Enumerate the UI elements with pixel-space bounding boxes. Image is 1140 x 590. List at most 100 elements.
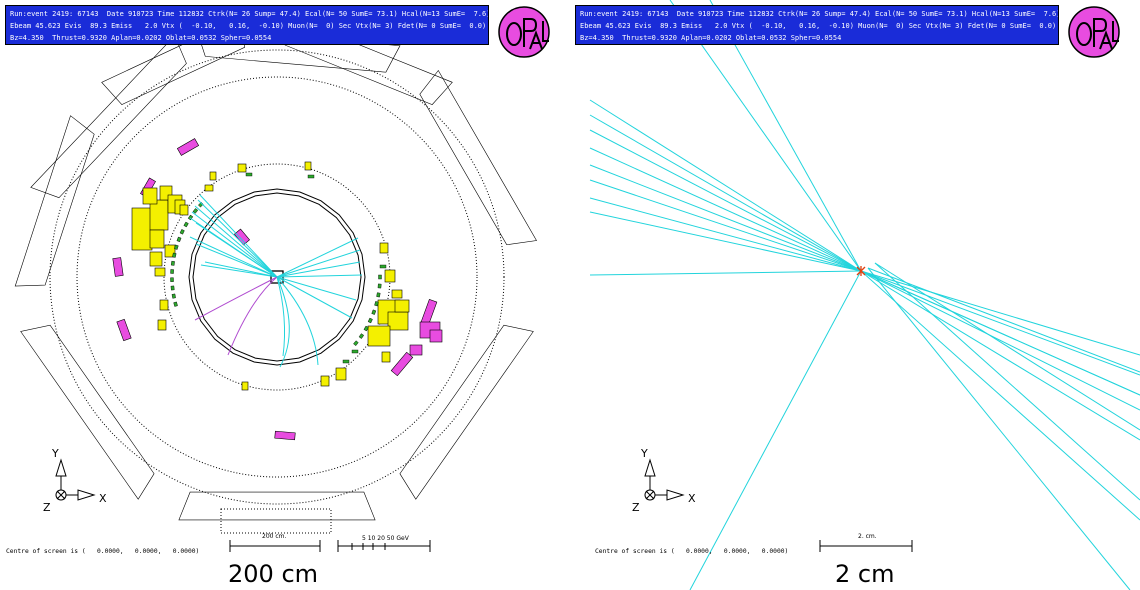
ecal-cluster	[384, 269, 396, 283]
track	[204, 261, 278, 278]
hcal-cluster	[429, 329, 443, 343]
presampler-hit	[351, 349, 359, 354]
track	[276, 276, 319, 366]
track	[589, 147, 862, 272]
presampler-hit	[187, 214, 194, 221]
muon-chamber-segment	[178, 491, 376, 521]
track	[191, 211, 278, 278]
scale-bar-label: 200 cm.	[262, 533, 287, 540]
ecal-cluster	[131, 207, 153, 251]
event-display-left-panel: Y X Z 200 cm. 5 10 20 50 GeV Run:event 2	[5, 5, 550, 588]
track	[669, 0, 862, 272]
ecal-cluster	[149, 229, 165, 249]
outer-boundary	[49, 49, 505, 505]
endcap-box	[220, 508, 332, 534]
ecal-cluster	[149, 251, 163, 267]
track	[867, 267, 1131, 590]
ecal-cluster	[154, 267, 166, 277]
track	[589, 197, 862, 272]
track	[195, 222, 278, 278]
scale-bar-2cm: 2. cm.	[819, 533, 913, 552]
track	[867, 267, 1140, 373]
track	[276, 276, 357, 301]
ecal-cluster	[320, 375, 330, 387]
track	[709, 0, 862, 272]
presampler-hit	[307, 174, 315, 179]
muon-chamber-segment	[419, 69, 537, 246]
axis-indicator: Y X Z	[43, 447, 107, 514]
axis-z-label: Z	[632, 501, 640, 514]
presampler-hit	[245, 172, 253, 177]
opal-logo-icon	[1068, 6, 1120, 58]
axis-x-label: X	[688, 492, 696, 505]
ecal-cluster	[381, 351, 391, 363]
ecal-cluster	[179, 204, 189, 216]
presampler-hit	[179, 229, 185, 235]
hcal-cluster	[116, 318, 132, 342]
track	[589, 99, 862, 272]
presampler-hit	[358, 333, 365, 339]
presampler-hit	[353, 340, 359, 346]
ecal-cluster	[394, 299, 410, 313]
centre-of-screen-text: Centre of screen is ( 0.0000, 0.0000, 0.…	[595, 548, 789, 555]
track	[197, 199, 278, 278]
presampler-hit	[173, 301, 178, 307]
track	[860, 270, 1140, 441]
track	[195, 243, 278, 278]
scale-caption-200cm: 200 cm	[228, 560, 319, 588]
presampler-hit	[374, 301, 379, 307]
presampler-hit	[170, 277, 174, 282]
track	[860, 270, 1140, 356]
hcal-cluster	[420, 298, 438, 326]
scale-bar-200cm: 200 cm.	[229, 533, 321, 552]
presampler-hit	[376, 292, 381, 298]
track	[860, 270, 1140, 396]
track-curved	[194, 276, 278, 321]
event-info-header: Run:event 2419: 67143 Date 910723 Time 1…	[5, 5, 489, 45]
ecal-cluster	[164, 244, 176, 258]
axis-indicator: Y X Z	[632, 447, 696, 514]
presampler-hit	[371, 309, 377, 315]
hcal-cluster	[112, 257, 124, 277]
presampler-hit	[379, 264, 387, 269]
presampler-hit	[170, 260, 175, 266]
muon-chamber-segment	[30, 35, 187, 199]
event-display-right-panel: Y X Z 2. cm. Run:event 2419: 67143 Date …	[570, 0, 1140, 590]
detector-view-2cm: Y X Z 2. cm.	[589, 0, 1140, 590]
track	[194, 205, 278, 278]
hcal-cluster	[274, 430, 296, 441]
axis-y-label: Y	[51, 447, 59, 460]
ecal-cluster	[241, 381, 249, 391]
header-line-2: Ebeam 45.623 Evis 89.3 Emiss 2.0 Vtx ( -…	[10, 22, 487, 30]
muon-chamber-segment	[20, 324, 155, 500]
track	[199, 194, 278, 278]
track	[200, 264, 278, 278]
muon-chamber-segment	[14, 115, 95, 287]
detector-view-200cm: Y X Z 200 cm. 5 10 20 50 GeV	[14, 14, 537, 552]
hcal-cluster	[390, 351, 414, 377]
hcal-cluster	[176, 138, 200, 156]
ecal-cluster	[157, 319, 167, 331]
ecal-cluster	[391, 289, 403, 299]
opal-logo-icon	[498, 6, 550, 58]
track	[276, 276, 353, 319]
scale-caption-2cm: 2 cm	[835, 560, 895, 588]
axis-z-label: Z	[43, 501, 51, 514]
presampler-hit	[367, 317, 373, 324]
axis-y-label: Y	[640, 447, 648, 460]
ecal-cluster	[237, 163, 247, 173]
presampler-hit	[174, 244, 179, 250]
centre-of-screen-text: Centre of screen is ( 0.0000, 0.0000, 0.…	[6, 548, 200, 555]
tracks	[189, 194, 363, 368]
presampler-hit	[170, 269, 174, 274]
ecal-cluster	[209, 171, 217, 181]
track	[276, 237, 359, 278]
ecal-cluster	[204, 184, 214, 192]
detector-geometry	[14, 14, 537, 521]
header-line-1: Run:event 2419: 67143 Date 910723 Time 1…	[10, 10, 489, 18]
track-curved	[227, 276, 278, 356]
track	[189, 236, 278, 278]
track	[589, 270, 862, 276]
presampler-hit	[176, 236, 182, 243]
track	[689, 270, 862, 590]
